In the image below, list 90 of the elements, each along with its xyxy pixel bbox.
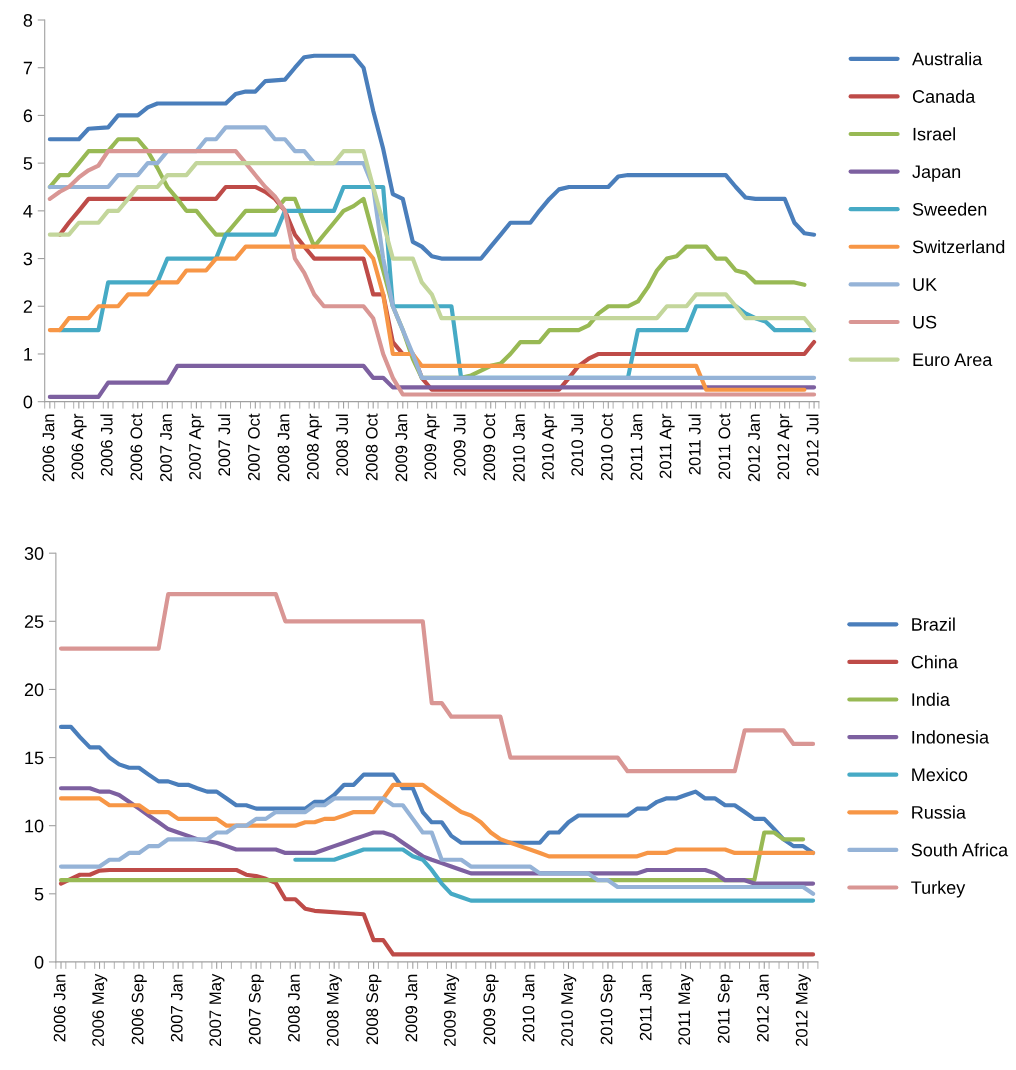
- legend-label: US: [913, 315, 937, 329]
- line-series: [58, 867, 816, 957]
- x-tick-label: 2010 May: [561, 973, 577, 1047]
- legend-label: Australia: [912, 52, 983, 66]
- x-tick-label: 2006 Jan: [42, 414, 55, 482]
- line-series: [293, 847, 816, 903]
- x-tick-label: 2010 Jan: [513, 414, 525, 482]
- y-tick-label: 0: [34, 955, 44, 969]
- x-tick-label: 2011 May: [678, 973, 694, 1045]
- x-tick-label: 2006 Jan: [53, 974, 66, 1042]
- y-tick-label: 2: [23, 300, 32, 313]
- x-tick-label: 2007 Apr: [189, 413, 205, 480]
- x-tick-label: 2009 Jan: [405, 974, 418, 1042]
- y-tick-label: 4: [23, 204, 33, 218]
- legend-label: Japan: [912, 165, 961, 182]
- y-tick-label: 8: [23, 13, 33, 27]
- x-tick-label: 2007 Jan: [170, 974, 183, 1042]
- line-series: [47, 363, 817, 399]
- legend-label: China: [911, 655, 958, 669]
- x-tick-label: 2012 Jan: [756, 974, 769, 1042]
- x-tick-label: 2012 Jan: [748, 414, 760, 482]
- legend-label: Canada: [912, 89, 976, 103]
- y-tick-label: 20: [24, 683, 44, 697]
- legend-label: South Africa: [911, 843, 1009, 857]
- x-tick-label: 2010 Sep: [600, 974, 616, 1045]
- x-tick-label: 2009 Sep: [483, 974, 499, 1045]
- y-tick-label: 25: [24, 615, 44, 629]
- line-series: [47, 149, 817, 333]
- x-tick-label: 2007 Oct: [247, 413, 260, 481]
- x-tick-label: 2006 Sep: [131, 974, 147, 1045]
- y-tick-label: 15: [25, 751, 44, 765]
- y-tick-label: 6: [23, 109, 33, 123]
- x-tick-label: 2012 Apr: [777, 413, 793, 480]
- legend-label: Russia: [912, 805, 966, 819]
- x-tick-label: 2008 Oct: [365, 413, 378, 481]
- x-tick-label: 2010 Apr: [542, 413, 558, 480]
- legend-label: Switzerland: [912, 240, 1005, 254]
- x-tick-label: 2008 Jan: [288, 974, 300, 1042]
- y-tick-label: 5: [34, 887, 44, 901]
- y-tick-label: 10: [25, 819, 44, 833]
- y-tick-label: 5: [23, 157, 33, 170]
- line-series: [58, 786, 816, 886]
- x-tick-label: 2010 Jan: [522, 974, 535, 1042]
- x-tick-label: 2008 Sep: [366, 974, 382, 1045]
- legend-label: UK: [913, 278, 937, 291]
- legend-label: Israel: [913, 127, 955, 141]
- legend-label: Euro Area: [913, 353, 993, 367]
- line-series: [47, 244, 807, 392]
- x-tick-label: 2011 Jul: [688, 414, 701, 475]
- x-tick-label: 2010 Jul: [570, 414, 584, 476]
- line-series: [58, 782, 816, 859]
- x-tick-label: 2007 Jul: [217, 414, 231, 476]
- x-tick-label: 2007 Sep: [248, 974, 264, 1045]
- y-tick-label: 30: [24, 547, 44, 560]
- x-tick-label: 2009 Jan: [395, 414, 408, 482]
- x-tick-label: 2008 Jul: [335, 414, 349, 476]
- x-tick-label: 2009 May: [444, 973, 460, 1047]
- y-tick-label: 0: [23, 395, 33, 409]
- legend-label: Turkey: [911, 880, 966, 898]
- x-tick-label: 2009 Apr: [424, 413, 440, 480]
- x-tick-label: 2007 Jan: [160, 414, 172, 482]
- line-series: [58, 591, 816, 774]
- x-tick-label: 2011 Apr: [659, 413, 675, 479]
- legend-label: Mexico: [912, 767, 968, 782]
- x-tick-label: 2008 May: [326, 973, 342, 1047]
- x-tick-label: 2012 May: [795, 973, 811, 1047]
- x-tick-label: 2009 Jul: [453, 414, 466, 476]
- x-tick-label: 2006 Apr: [71, 413, 87, 480]
- x-tick-label: 2012 Jul: [806, 414, 819, 476]
- x-tick-label: 2009 Oct: [483, 413, 496, 481]
- legend-label: Brazil: [912, 617, 955, 631]
- x-tick-label: 2011 Oct: [718, 413, 731, 480]
- x-tick-label: 2006 Jul: [100, 414, 113, 476]
- y-tick-label: 7: [23, 61, 32, 75]
- x-tick-label: 2011 Jan: [639, 974, 652, 1041]
- x-tick-label: 2011 Sep: [717, 974, 733, 1044]
- x-tick-label: 2007 May: [209, 973, 225, 1047]
- y-tick-label: 3: [23, 252, 33, 266]
- legend-label: Sweeden: [912, 202, 987, 216]
- x-tick-label: 2006 Oct: [130, 413, 143, 481]
- x-tick-label: 2008 Apr: [306, 413, 323, 480]
- x-tick-label: 2008 Jan: [277, 414, 290, 482]
- line-series: [47, 53, 817, 261]
- legend-label: India: [912, 692, 950, 707]
- legend-label: Indonesia: [912, 730, 990, 744]
- x-tick-label: 2006 May: [92, 973, 108, 1047]
- x-tick-label: 2010 Oct: [600, 413, 613, 481]
- line-series: [58, 796, 816, 896]
- x-tick-label: 2011 Jan: [630, 414, 643, 480]
- y-tick-label: 1: [24, 348, 33, 361]
